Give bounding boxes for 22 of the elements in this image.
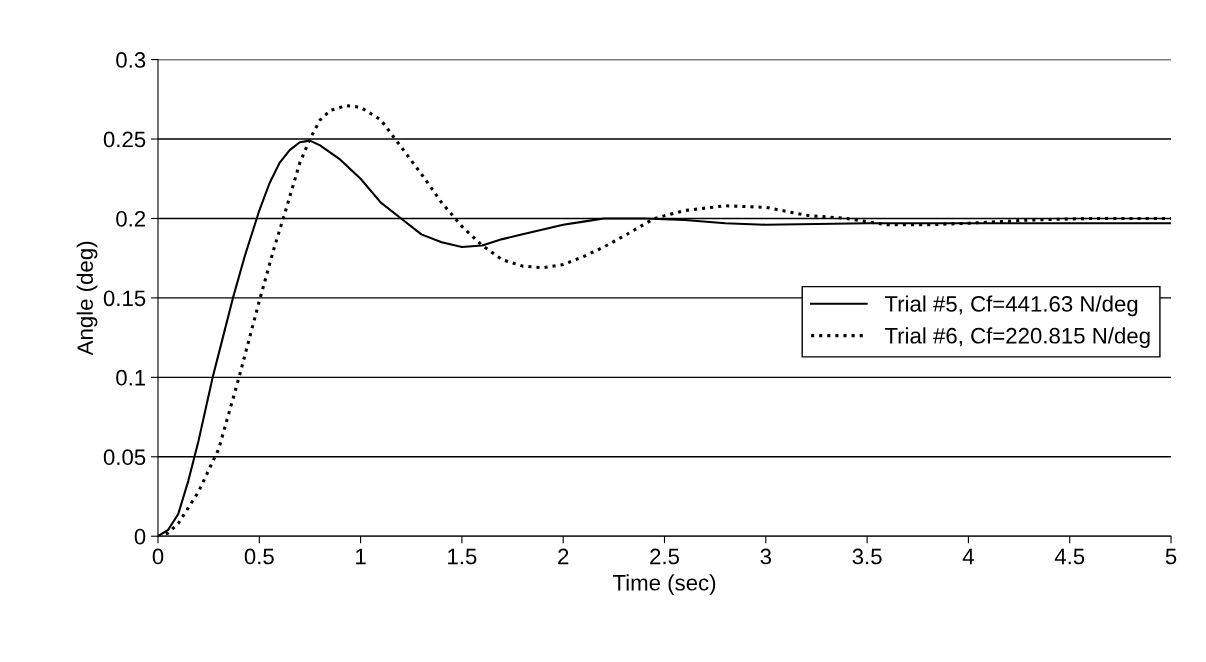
x-tick-label: 2 [558,548,569,565]
x-tick-label: 0 [152,548,164,565]
y-tick-label: 0.25 [103,131,146,148]
x-axis-title: Time (sec) [612,574,716,595]
x-tick-label: 2.5 [650,548,680,565]
x-tick-label: 4 [962,548,974,565]
x-tick-label: 3.5 [852,548,882,565]
x-tick-label: 0.5 [244,548,274,565]
y-tick-label: 0.2 [116,210,146,227]
x-tick-label: 4.5 [1054,548,1085,565]
y-tick-label: 0.05 [103,449,146,466]
x-tick-label: 3 [760,548,772,565]
x-tick-label: 5 [1165,548,1177,565]
y-axis-title: Angle (deg) [76,241,98,356]
legend-label: Trial #6, Cf=220.815 N/deg [884,327,1150,348]
x-tick-label: 1 [356,548,366,565]
y-tick-label: 0 [134,528,146,545]
x-tick-label: 1.5 [448,548,477,565]
legend-label: Trial #5, Cf=441.63 N/deg [884,295,1138,317]
y-tick-label: 0.1 [116,369,146,386]
y-tick-label: 0.3 [116,52,146,68]
y-tick-label: 0.15 [103,290,146,307]
